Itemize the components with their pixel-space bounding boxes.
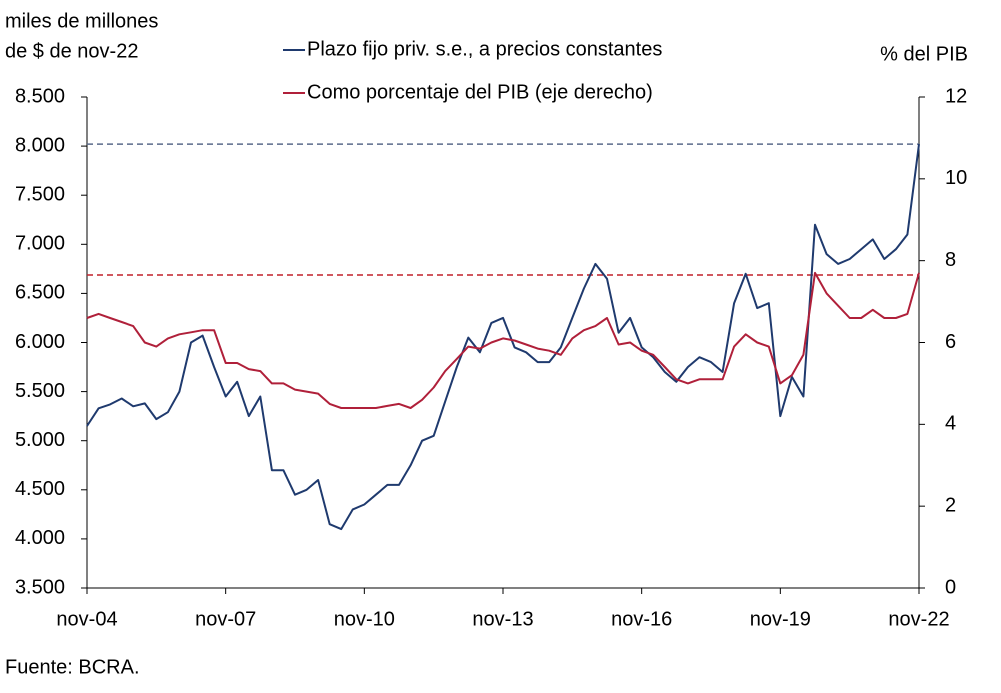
y2-tick-label: 2	[945, 494, 956, 516]
x-tick-label: nov-10	[334, 608, 395, 630]
y-tick-label: 6.000	[15, 331, 65, 353]
y-tick-label: 3.500	[15, 576, 65, 598]
y-tick-label: 6.500	[15, 282, 65, 304]
y-tick-label: 7.500	[15, 183, 65, 205]
source-note: Fuente: BCRA.	[5, 656, 140, 678]
y2-tick-label: 6	[945, 331, 956, 353]
x-tick-label: nov-16	[611, 608, 672, 630]
y-tick-label: 4.500	[15, 478, 65, 500]
legend-label: Como porcentaje del PIB (eje derecho)	[307, 81, 653, 103]
y-axis-title: de $ de nov-22	[5, 40, 138, 62]
legend-label: Plazo fijo priv. s.e., a precios constan…	[307, 38, 662, 60]
y-tick-label: 8.000	[15, 134, 65, 156]
y-tick-label: 7.000	[15, 233, 65, 255]
y-tick-label: 5.500	[15, 380, 65, 402]
y-tick-label: 8.500	[15, 85, 65, 107]
y2-tick-label: 10	[945, 167, 967, 189]
x-tick-label: nov-13	[472, 608, 533, 630]
series-line	[86, 143, 920, 531]
x-tick-label: nov-19	[750, 608, 811, 630]
y-tick-label: 4.000	[15, 527, 65, 549]
x-tick-label: nov-22	[888, 608, 949, 630]
y-tick-label: 5.000	[15, 429, 65, 451]
y2-axis-title: % del PIB	[880, 43, 968, 65]
x-tick-label: nov-04	[56, 608, 117, 630]
y-axis-title: miles de millones	[5, 10, 158, 32]
y2-tick-label: 8	[945, 249, 956, 271]
y2-tick-label: 0	[945, 576, 956, 598]
x-tick-label: nov-07	[195, 608, 256, 630]
y2-tick-label: 12	[945, 85, 967, 107]
y2-tick-label: 4	[945, 413, 956, 435]
series-line	[86, 271, 920, 409]
